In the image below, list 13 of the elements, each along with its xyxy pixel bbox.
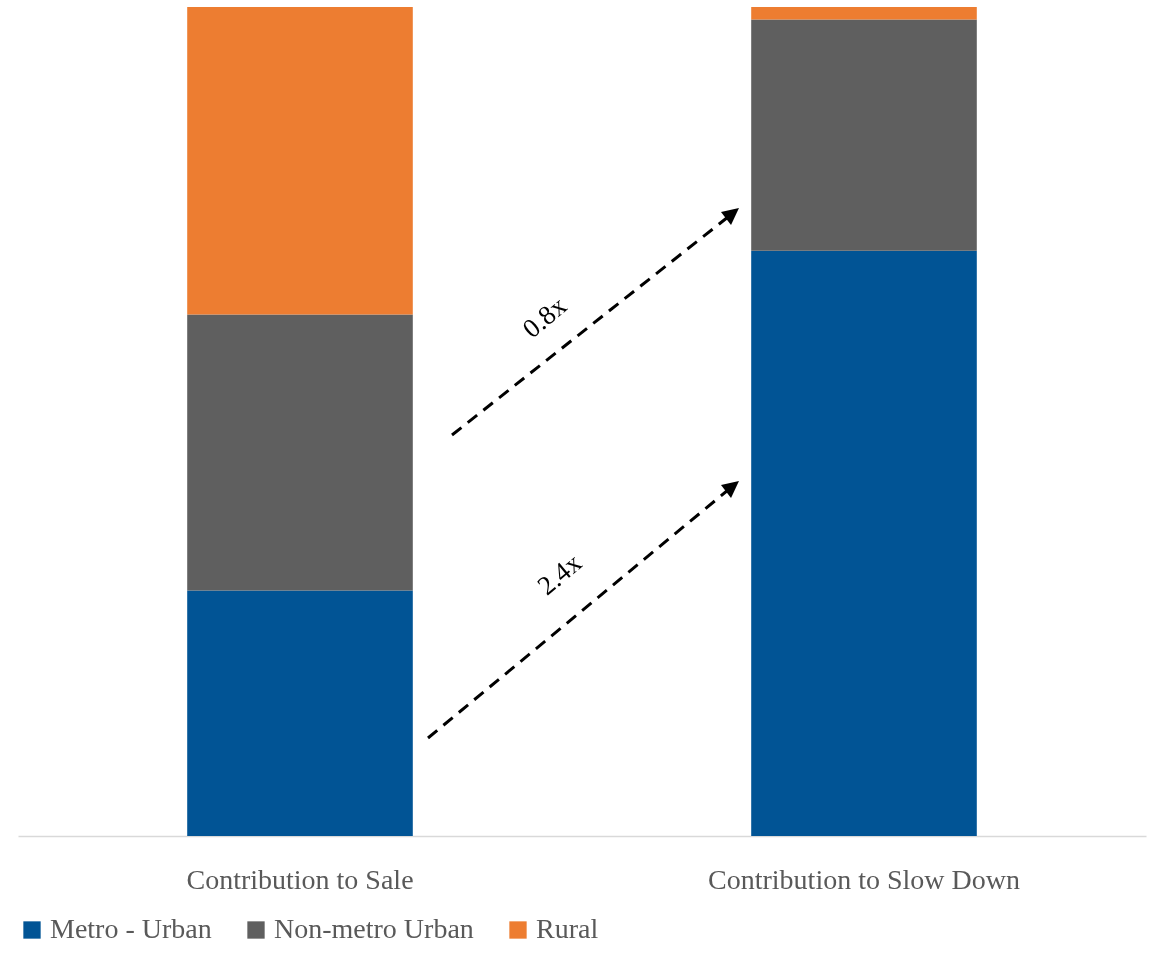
x-tick-label: Contribution to Slow Down bbox=[708, 863, 1020, 895]
x-tick-label: Contribution to Sale bbox=[186, 863, 414, 895]
bar bbox=[751, 19, 977, 251]
bar bbox=[187, 314, 413, 591]
legend-label: Non-metro Urban bbox=[274, 913, 474, 944]
legend-label: Rural bbox=[536, 913, 599, 944]
bar bbox=[751, 250, 977, 836]
legend-label: Metro - Urban bbox=[50, 913, 212, 944]
bar bbox=[187, 7, 413, 315]
bar bbox=[751, 7, 977, 20]
bar bbox=[187, 590, 413, 836]
annotation: 0.8x bbox=[516, 290, 573, 344]
annotation: 2.4x bbox=[531, 547, 588, 601]
